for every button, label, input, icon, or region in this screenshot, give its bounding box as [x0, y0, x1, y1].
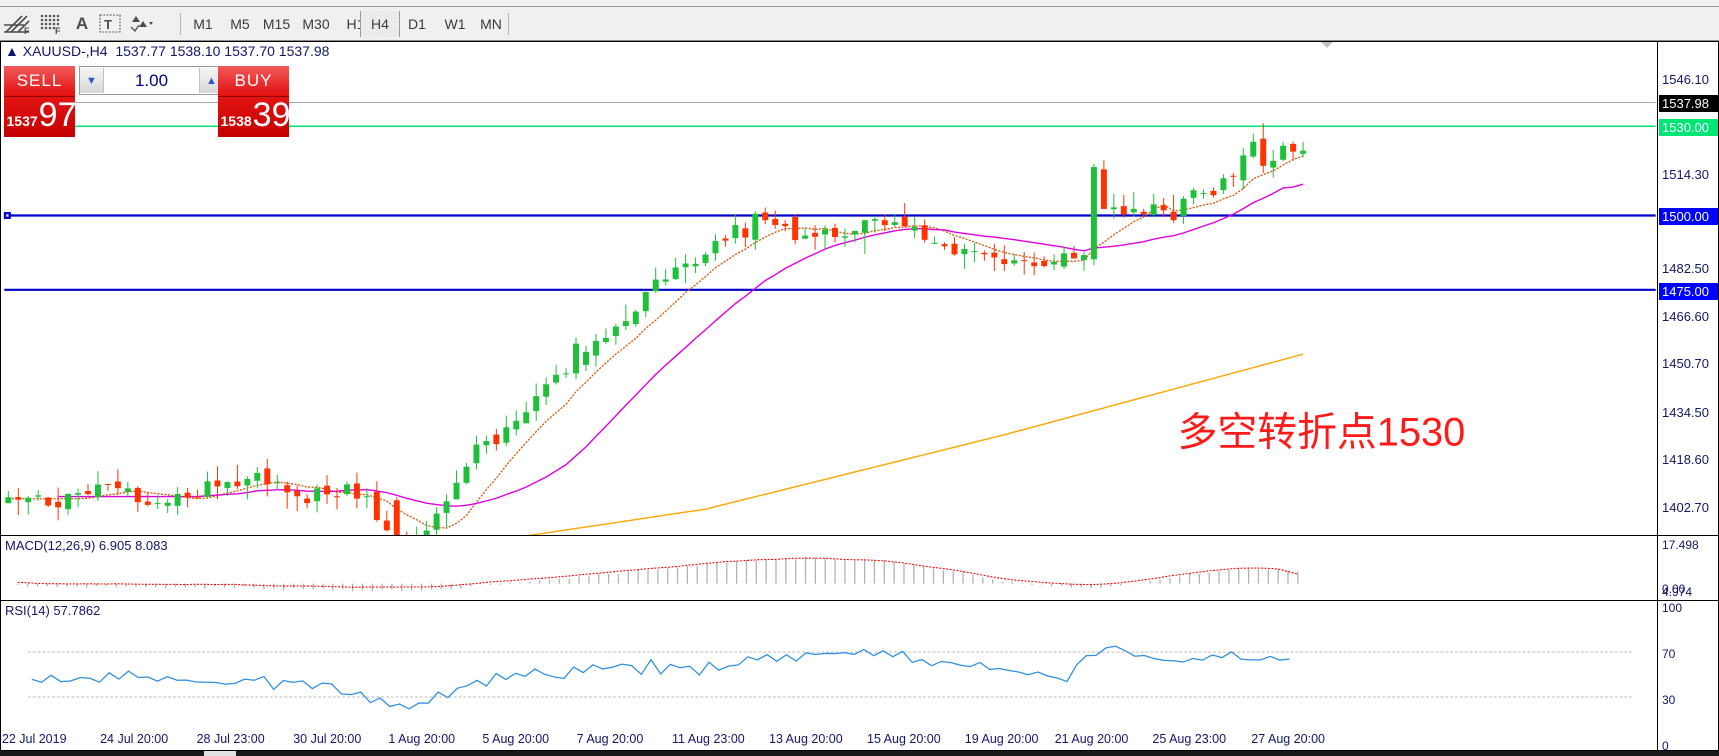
svg-text:T: T — [104, 17, 112, 32]
svg-text:F: F — [24, 26, 30, 36]
svg-text:多空转折点1530: 多空转折点1530 — [1178, 410, 1466, 454]
svg-text:F: F — [55, 26, 61, 36]
